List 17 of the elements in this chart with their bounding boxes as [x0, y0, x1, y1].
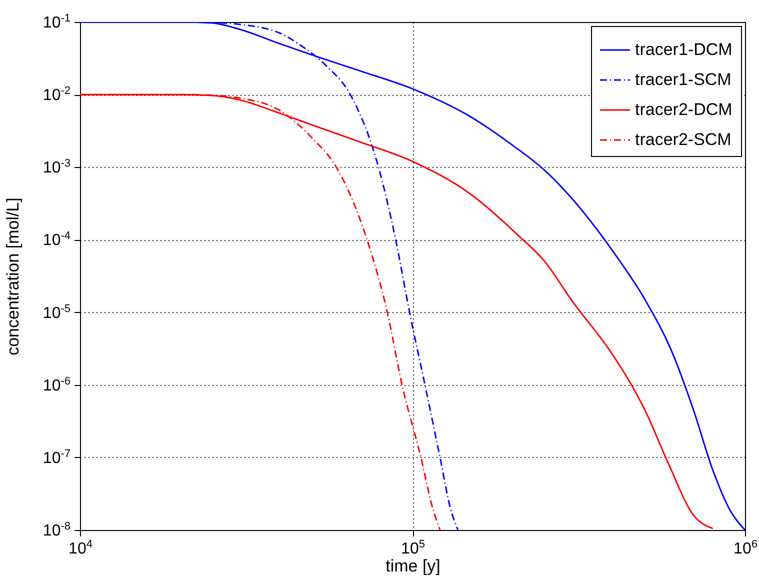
y-tick-label: 10$^{-1}$: [42, 12, 70, 32]
y-tick-label: 10$^{-3}$: [42, 158, 70, 177]
y-tick-label: 10$^{-8}$: [42, 520, 70, 540]
legend-label: tracer2-SCM: [635, 130, 732, 149]
legend-label: tracer2-DCM: [635, 100, 732, 119]
legend-label: tracer1-SCM: [635, 70, 732, 89]
y-tick-label: 10$^{-2}$: [42, 85, 70, 104]
y-axis-title: concentration [mol/L]: [4, 198, 22, 356]
x-axis-title: time [y]: [386, 556, 440, 576]
x-tick-label: 10$^{5}$: [401, 538, 425, 558]
y-tick-label: 10$^{-4}$: [42, 230, 70, 250]
y-tick-label: 10$^{-5}$: [42, 302, 70, 322]
x-tick-label: 10$^{4}$: [68, 538, 92, 558]
y-tick-label: 10$^{-6}$: [42, 375, 70, 394]
x-tick-label: 10$^{6}$: [734, 538, 758, 558]
y-tick-label: 10$^{-7}$: [42, 448, 70, 467]
legend-label: tracer1-DCM: [635, 40, 732, 59]
